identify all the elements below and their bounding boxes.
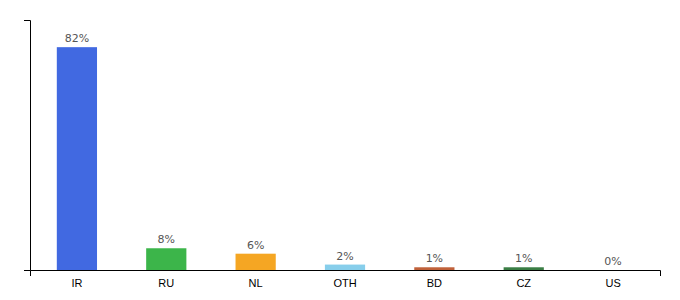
y-axis (24, 21, 31, 271)
x-axis-line (31, 271, 661, 277)
data-label: 82% (65, 32, 89, 45)
bar (593, 270, 633, 271)
plot: 82% 8% 6% 2% 1% 1% 0% IR RU NL OTH BD CZ US (24, 21, 661, 289)
bar (236, 254, 276, 270)
x-axis: IR RU NL OTH BD CZ US (31, 271, 661, 289)
x-tick-label: CZ (516, 277, 531, 289)
x-tick-label: RU (158, 277, 174, 289)
x-tick-label: US (605, 277, 620, 289)
x-tick: IR (71, 277, 82, 289)
x-tick: OTH (333, 277, 356, 289)
bar (146, 248, 186, 270)
x-tick-label: OTH (333, 277, 356, 289)
x-tick: CZ (516, 277, 531, 289)
chart: 82% 8% 6% 2% 1% 1% 0% IR RU NL OTH BD CZ US (0, 0, 680, 300)
x-tick-label: BD (427, 277, 442, 289)
x-tick: NL (249, 277, 263, 289)
x-tick: RU (158, 277, 174, 289)
bar (325, 265, 365, 270)
bar (504, 267, 544, 270)
data-label: 1% (515, 252, 532, 265)
data-label: 6% (247, 239, 264, 252)
data-label: 1% (426, 252, 443, 265)
data-label: 0% (604, 255, 621, 268)
bar (414, 267, 454, 270)
x-tick-label: IR (71, 277, 82, 289)
x-tick-label: NL (249, 277, 263, 289)
data-label: 8% (158, 233, 175, 246)
data-label: 2% (336, 250, 353, 263)
x-tick: BD (427, 277, 442, 289)
x-tick: US (605, 277, 620, 289)
y-axis-line (24, 21, 31, 271)
bars (57, 47, 544, 270)
bar (57, 47, 97, 270)
data-labels: 82% 8% 6% 2% 1% 1% 0% (65, 32, 622, 268)
